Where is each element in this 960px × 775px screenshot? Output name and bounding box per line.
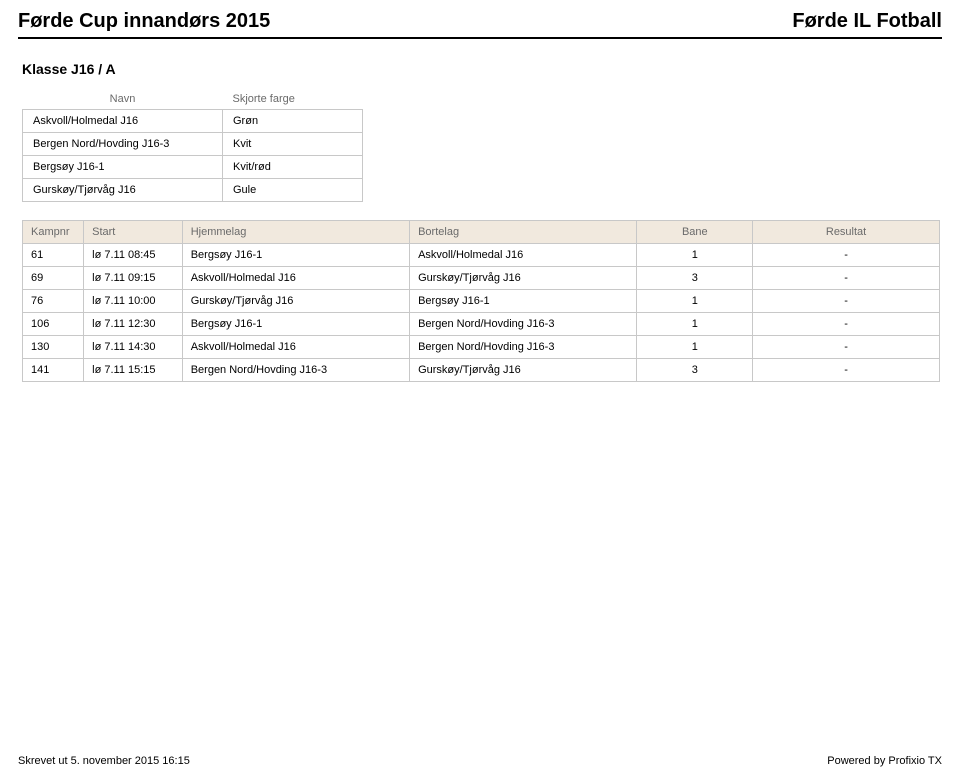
match-bane: 1 [637,244,753,267]
match-resultat: - [753,290,940,313]
match-resultat: - [753,313,940,336]
team-color: Kvit/rød [223,156,363,179]
footer-right: Powered by Profixio TX [827,755,942,767]
footer-left: Skrevet ut 5. november 2015 16:15 [18,755,190,767]
match-kampnr: 141 [23,359,84,382]
match-start: lø 7.11 12:30 [84,313,183,336]
table-row: Gurskøy/Tjørvåg J16 Gule [23,179,363,202]
team-color: Grøn [223,110,363,133]
table-row: 141 lø 7.11 15:15 Bergen Nord/Hovding J1… [23,359,940,382]
table-row: 130 lø 7.11 14:30 Askvoll/Holmedal J16 B… [23,336,940,359]
team-name: Bergsøy J16-1 [23,156,223,179]
match-bane: 1 [637,290,753,313]
page-title-right: Førde IL Fotball [792,10,942,33]
match-bortelag: Bergsøy J16-1 [410,290,637,313]
match-kampnr: 69 [23,267,84,290]
page-title-left: Førde Cup innandørs 2015 [18,10,270,33]
match-bane: 3 [637,267,753,290]
match-hjemmelag: Bergsøy J16-1 [182,313,409,336]
match-hjemmelag: Gurskøy/Tjørvåg J16 [182,290,409,313]
table-row: 69 lø 7.11 09:15 Askvoll/Holmedal J16 Gu… [23,267,940,290]
match-start: lø 7.11 10:00 [84,290,183,313]
matches-col-start: Start [84,221,183,244]
match-bortelag: Bergen Nord/Hovding J16-3 [410,336,637,359]
teams-col-navn: Navn [23,89,223,110]
team-name: Askvoll/Holmedal J16 [23,110,223,133]
table-row: Bergen Nord/Hovding J16-3 Kvit [23,133,363,156]
match-resultat: - [753,244,940,267]
match-hjemmelag: Bergsøy J16-1 [182,244,409,267]
match-bortelag: Gurskøy/Tjørvåg J16 [410,359,637,382]
class-heading: Klasse J16 / A [22,61,942,77]
matches-table: Kampnr Start Hjemmelag Bortelag Bane Res… [22,220,940,382]
match-resultat: - [753,359,940,382]
match-resultat: - [753,336,940,359]
match-bane: 1 [637,336,753,359]
match-resultat: - [753,267,940,290]
table-row: Askvoll/Holmedal J16 Grøn [23,110,363,133]
match-bortelag: Askvoll/Holmedal J16 [410,244,637,267]
team-name: Bergen Nord/Hovding J16-3 [23,133,223,156]
match-bortelag: Bergen Nord/Hovding J16-3 [410,313,637,336]
teams-col-skjorte: Skjorte farge [223,89,363,110]
match-hjemmelag: Askvoll/Holmedal J16 [182,267,409,290]
matches-col-resultat: Resultat [753,221,940,244]
match-kampnr: 130 [23,336,84,359]
match-kampnr: 61 [23,244,84,267]
table-row: 106 lø 7.11 12:30 Bergsøy J16-1 Bergen N… [23,313,940,336]
match-bane: 1 [637,313,753,336]
match-hjemmelag: Bergen Nord/Hovding J16-3 [182,359,409,382]
table-row: 76 lø 7.11 10:00 Gurskøy/Tjørvåg J16 Ber… [23,290,940,313]
team-color: Kvit [223,133,363,156]
match-bane: 3 [637,359,753,382]
team-name: Gurskøy/Tjørvåg J16 [23,179,223,202]
match-hjemmelag: Askvoll/Holmedal J16 [182,336,409,359]
match-start: lø 7.11 14:30 [84,336,183,359]
page-header: Førde Cup innandørs 2015 Førde IL Fotbal… [18,10,942,39]
team-color: Gule [223,179,363,202]
table-row: 61 lø 7.11 08:45 Bergsøy J16-1 Askvoll/H… [23,244,940,267]
page-footer: Skrevet ut 5. november 2015 16:15 Powere… [0,755,960,767]
match-kampnr: 106 [23,313,84,336]
matches-col-bane: Bane [637,221,753,244]
match-kampnr: 76 [23,290,84,313]
matches-col-hjemmelag: Hjemmelag [182,221,409,244]
matches-col-bortelag: Bortelag [410,221,637,244]
matches-col-kampnr: Kampnr [23,221,84,244]
match-bortelag: Gurskøy/Tjørvåg J16 [410,267,637,290]
match-start: lø 7.11 15:15 [84,359,183,382]
teams-table: Navn Skjorte farge Askvoll/Holmedal J16 … [22,89,363,202]
match-start: lø 7.11 09:15 [84,267,183,290]
table-row: Bergsøy J16-1 Kvit/rød [23,156,363,179]
match-start: lø 7.11 08:45 [84,244,183,267]
